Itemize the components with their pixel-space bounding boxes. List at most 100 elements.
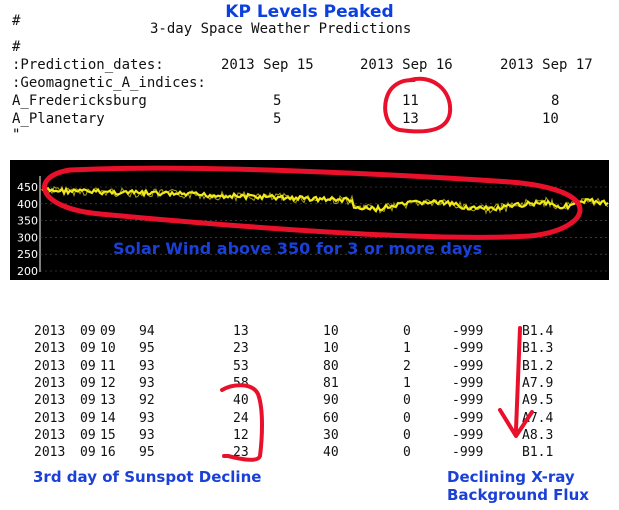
station-name: A_Planetary bbox=[12, 111, 105, 127]
table-cell: A8.3 bbox=[522, 427, 554, 443]
table-cell: -999 bbox=[452, 410, 484, 426]
table-cell: 2013 bbox=[34, 393, 66, 409]
table-cell: 13 bbox=[100, 393, 116, 409]
table-cell: 23 bbox=[233, 341, 249, 357]
table-cell: 2013 bbox=[34, 375, 66, 391]
table-cell: -999 bbox=[452, 358, 484, 374]
table-cell: B1.4 bbox=[522, 324, 554, 339]
table-cell: 09 bbox=[80, 445, 96, 461]
table-cell: 24 bbox=[233, 410, 249, 426]
y-tick-label: 300 bbox=[17, 231, 38, 244]
table-cell: 2013 bbox=[34, 445, 66, 461]
table-cell: 0 bbox=[403, 410, 411, 426]
table-cell: 2013 bbox=[34, 427, 66, 443]
geomagnetic-label: :Geomagnetic_A_indices: bbox=[12, 75, 206, 91]
table-cell: 10 bbox=[100, 341, 116, 357]
a-index-value: 5 bbox=[273, 93, 282, 109]
table-cell: 80 bbox=[323, 358, 339, 374]
table-cell: -999 bbox=[452, 375, 484, 391]
table-cell: 12 bbox=[100, 375, 116, 391]
table-cell: 58 bbox=[233, 375, 249, 391]
table-cell: 12 bbox=[233, 427, 249, 443]
solar-wind-scatter bbox=[41, 185, 609, 215]
table-cell: 16 bbox=[100, 445, 116, 461]
table-cell: 09 bbox=[80, 375, 96, 391]
table-cell: 40 bbox=[323, 445, 339, 461]
table-cell: 2013 bbox=[34, 341, 66, 357]
table-cell: 2 bbox=[403, 358, 411, 374]
table-cell: 81 bbox=[323, 375, 339, 391]
table-cell: 09 bbox=[80, 324, 96, 339]
table-cell: 15 bbox=[100, 427, 116, 443]
table-cell: -999 bbox=[452, 341, 484, 357]
y-axis-ticks: 450 400 350 300 250 200 bbox=[17, 181, 609, 278]
table-cell: 2013 bbox=[34, 358, 66, 374]
y-tick-label: 200 bbox=[17, 265, 38, 278]
table-cell: 95 bbox=[139, 445, 155, 461]
table-cell: 09 bbox=[80, 358, 96, 374]
table-cell: -999 bbox=[452, 445, 484, 461]
table-cell: 2013 bbox=[34, 324, 66, 339]
table-cell: 09 bbox=[80, 410, 96, 426]
table-cell: 94 bbox=[139, 324, 155, 339]
table-cell: 13 bbox=[233, 324, 249, 339]
table-cell: 40 bbox=[233, 393, 249, 409]
table-cell: 60 bbox=[323, 410, 339, 426]
y-tick-label: 400 bbox=[17, 198, 38, 211]
table-cell: A9.5 bbox=[522, 393, 554, 409]
table-cell: B1.3 bbox=[522, 341, 554, 357]
table-cell: 93 bbox=[139, 375, 155, 391]
table-cell: A7.9 bbox=[522, 375, 554, 391]
table-cell: 23 bbox=[233, 445, 249, 461]
station-name: A_Fredericksburg bbox=[12, 93, 147, 109]
table-cell: 0 bbox=[403, 393, 411, 409]
forecast-subtitle: 3-day Space Weather Predictions bbox=[150, 21, 412, 37]
xray-caption-line2: Background Flux bbox=[447, 486, 589, 504]
table-cell: 09 bbox=[80, 341, 96, 357]
prediction-date: 2013 Sep 15 bbox=[221, 57, 314, 73]
solar-wind-plot: 450 400 350 300 250 200 bbox=[17, 165, 609, 278]
table-cell: 09 bbox=[100, 324, 116, 339]
a-index-value: 10 bbox=[542, 111, 559, 127]
a-index-value: 11 bbox=[402, 93, 419, 109]
a-index-value: 13 bbox=[402, 111, 419, 127]
table-cell: 1 bbox=[403, 375, 411, 391]
sunspot-caption: 3rd day of Sunspot Decline bbox=[33, 468, 262, 486]
comment-hash: # bbox=[12, 13, 21, 29]
table-cell: 14 bbox=[100, 410, 116, 426]
solar-wind-panel: 450 400 350 300 250 200 Solar Wind above 350 … bbox=[10, 160, 609, 280]
a-index-value: 5 bbox=[273, 111, 282, 127]
table-cell: 90 bbox=[323, 393, 339, 409]
table-cell: 93 bbox=[139, 427, 155, 443]
table-cell: B1.2 bbox=[522, 358, 554, 374]
table-cell: 93 bbox=[139, 358, 155, 374]
y-tick-label: 450 bbox=[17, 181, 38, 194]
table-cell: 10 bbox=[323, 341, 339, 357]
xray-caption-line1: Declining X-ray bbox=[447, 468, 575, 486]
table-cell: 09 bbox=[80, 393, 96, 409]
table-cell: -999 bbox=[452, 324, 484, 339]
table-cell: 30 bbox=[323, 427, 339, 443]
prediction-date: 2013 Sep 17 bbox=[500, 57, 593, 73]
prediction-dates-label: :Prediction_dates: bbox=[12, 57, 164, 73]
comment-hash: # bbox=[12, 39, 21, 55]
table-cell: 2013 bbox=[34, 410, 66, 426]
table-cell: 95 bbox=[139, 341, 155, 357]
table-cell: 92 bbox=[139, 393, 155, 409]
prediction-date: 2013 Sep 16 bbox=[360, 57, 453, 73]
table-cell: -999 bbox=[452, 393, 484, 409]
y-tick-label: 250 bbox=[17, 248, 38, 261]
table-cell: 53 bbox=[233, 358, 249, 374]
page-title: KP Levels Peaked bbox=[225, 2, 394, 22]
trailing-quote: " bbox=[12, 127, 21, 143]
highlight-ellipse-wind bbox=[42, 165, 583, 240]
table-cell: 93 bbox=[139, 410, 155, 426]
table-cell: 1 bbox=[403, 341, 411, 357]
table-cell: 09 bbox=[80, 427, 96, 443]
table-cell: 0 bbox=[403, 445, 411, 461]
table-cell: 0 bbox=[403, 427, 411, 443]
table-cell: B1.1 bbox=[522, 445, 554, 461]
solar-wind-caption: Solar Wind above 350 for 3 or more days bbox=[113, 239, 483, 258]
arrow-shaft bbox=[514, 326, 522, 432]
a-index-value: 8 bbox=[551, 93, 560, 109]
